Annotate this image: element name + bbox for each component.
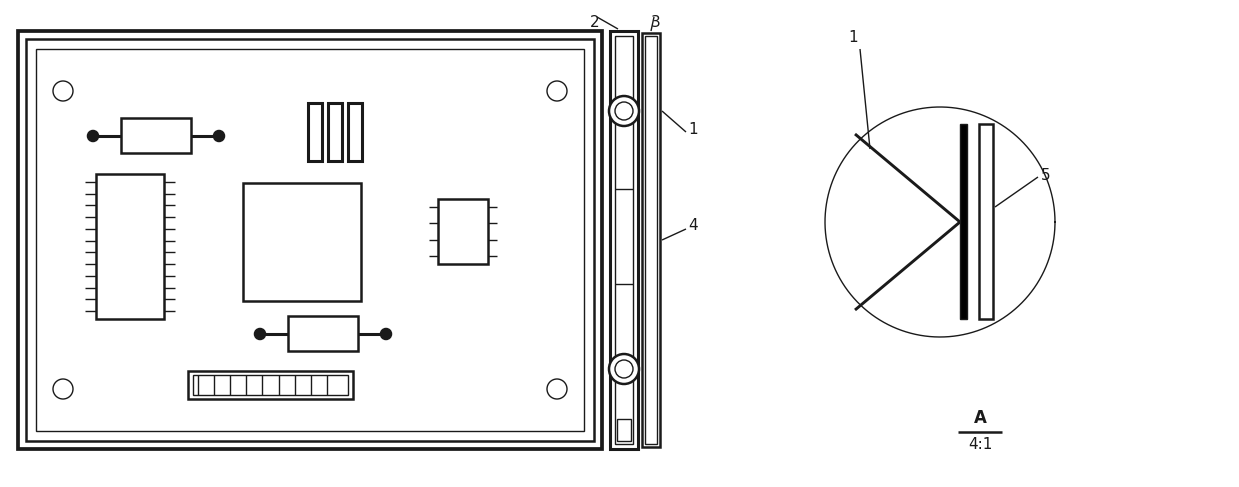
Bar — [19, 31, 602, 449]
Bar — [615, 36, 633, 444]
Circle shape — [88, 131, 98, 141]
Bar — [642, 33, 660, 447]
Circle shape — [615, 102, 633, 120]
Bar — [193, 375, 348, 395]
Circle shape — [214, 131, 224, 141]
Bar — [617, 419, 631, 441]
Text: 1: 1 — [688, 121, 698, 136]
Bar — [348, 103, 362, 161]
Bar — [95, 174, 164, 319]
Text: 4:1: 4:1 — [968, 437, 992, 452]
Bar — [121, 118, 191, 153]
Circle shape — [382, 329, 392, 339]
Bar — [328, 103, 342, 161]
Circle shape — [255, 329, 265, 339]
Bar — [610, 31, 638, 449]
Bar — [287, 316, 358, 351]
Circle shape — [610, 96, 639, 126]
Bar — [243, 183, 361, 301]
Bar — [309, 103, 322, 161]
Circle shape — [53, 81, 73, 101]
Circle shape — [546, 81, 567, 101]
Bar — [960, 124, 966, 319]
Text: 3: 3 — [650, 15, 660, 30]
Bar — [26, 39, 593, 441]
Text: 4: 4 — [688, 219, 698, 233]
Bar — [188, 371, 353, 399]
Text: A: A — [974, 409, 986, 427]
Bar — [646, 36, 657, 444]
Bar — [439, 199, 488, 264]
Text: 2: 2 — [590, 15, 600, 30]
Circle shape — [53, 379, 73, 399]
Bar — [979, 124, 992, 319]
Text: 5: 5 — [1041, 168, 1051, 183]
Text: 1: 1 — [849, 30, 857, 45]
Circle shape — [615, 360, 633, 378]
Circle shape — [610, 354, 639, 384]
Bar — [36, 49, 584, 431]
Circle shape — [546, 379, 567, 399]
